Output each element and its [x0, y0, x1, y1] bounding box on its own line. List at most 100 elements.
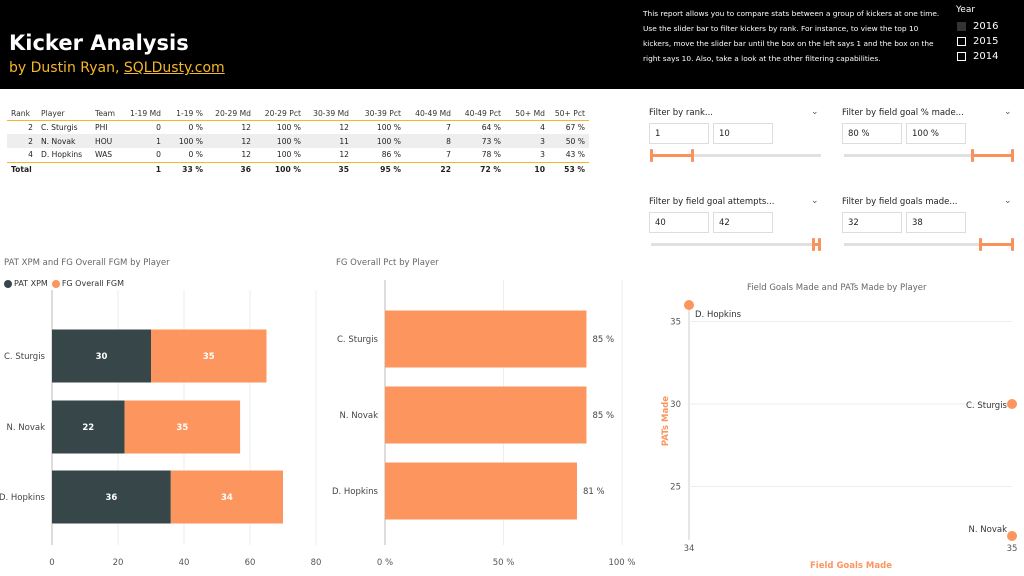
col-20-29-pct[interactable]: 20-29 Pct: [255, 107, 305, 121]
cell: 7: [446, 122, 451, 132]
cell: 67 %: [565, 122, 585, 132]
chart3-x-axis-title: Field Goals Made: [810, 561, 892, 571]
rank-slider-max-handle[interactable]: [690, 149, 694, 162]
year-label-2015: 2015: [973, 36, 999, 47]
cell: 86 %: [381, 150, 401, 160]
col-30-39-pct[interactable]: 30-39 Pct: [353, 107, 405, 121]
rank-min-input[interactable]: 1: [649, 123, 709, 144]
attempts-max-input[interactable]: 42: [713, 212, 773, 233]
col-1-19-md[interactable]: 1-19 Md: [123, 107, 165, 121]
col-30-39-md[interactable]: 30-39 Md: [305, 107, 353, 121]
table-total-row: Total 1 33 % 36 100 % 35 95 % 22 72 % 10…: [7, 161, 589, 176]
rank-max-input[interactable]: 10: [713, 123, 773, 144]
legend-dot-fgm: [51, 279, 60, 288]
chart3-title: Field Goals Made and PATs Made by Player: [747, 283, 927, 293]
col-40-49-md[interactable]: 40-49 Md: [405, 107, 455, 121]
chart3-xtick: 34: [684, 544, 695, 554]
made-slider-min-handle[interactable]: [979, 238, 982, 251]
chart1-bar-pat: [52, 329, 151, 383]
made-min-input[interactable]: 32: [842, 212, 902, 233]
checkbox-2015[interactable]: [957, 37, 966, 46]
chart2-category-label: C. Sturgis: [337, 335, 379, 345]
col-player[interactable]: Player: [37, 107, 91, 121]
made-max-input[interactable]: 38: [906, 212, 966, 233]
cell: 0 %: [188, 122, 203, 132]
year-option-2014[interactable]: 2014: [957, 51, 998, 62]
chevron-down-icon[interactable]: ⌄: [1004, 107, 1012, 117]
attempts-min-input[interactable]: 40: [649, 212, 709, 233]
chevron-down-icon[interactable]: ⌄: [811, 107, 819, 117]
fg-pct-max-input[interactable]: 100 %: [906, 123, 966, 144]
col-1-19-pct[interactable]: 1-19 %: [165, 107, 207, 121]
made-slicer-title: Filter by field goals made...: [842, 197, 958, 207]
cell: 4: [540, 122, 545, 132]
chart2-data-label: 81 %: [583, 487, 605, 497]
chart3-ytick: 30: [670, 400, 681, 410]
table-row[interactable]: 4 D. Hopkins WAS 0 0 % 12 100 % 12 86 % …: [7, 148, 589, 162]
chart1-xtick: 40: [179, 558, 190, 568]
made-slider-track: [844, 243, 1014, 246]
cell: 2: [7, 134, 37, 148]
chart3-ytick: 25: [670, 483, 681, 493]
rank-slider-range: [651, 154, 694, 157]
chart1-bar-fgm: [124, 400, 241, 454]
year-slicer-title: Year: [956, 5, 976, 15]
chevron-down-icon[interactable]: ⌄: [1004, 196, 1012, 206]
table-header-row: Rank Player Team 1-19 Md 1-19 % 20-29 Md…: [7, 107, 589, 121]
cell: [91, 161, 123, 176]
report-header: Kicker Analysis by Dustin Ryan, SQLDusty…: [0, 0, 1024, 89]
chart3-point: [1007, 531, 1017, 541]
year-label-2016: 2016: [973, 21, 999, 32]
fg-pct-min-input[interactable]: 80 %: [842, 123, 902, 144]
chart2-xtick: 50 %: [493, 558, 515, 568]
cell: 11: [305, 134, 353, 148]
cell: 8: [405, 134, 455, 148]
chart3-point: [1007, 399, 1017, 409]
byline-author: by Dustin Ryan,: [9, 60, 120, 76]
legend-dot-pat: [4, 279, 12, 288]
cell: 1: [123, 161, 165, 176]
chart1-category-label: D. Hopkins: [0, 493, 46, 503]
fg-pct-slider-range: [971, 154, 1014, 157]
col-team[interactable]: Team: [91, 107, 123, 121]
chevron-down-icon[interactable]: ⌄: [811, 196, 819, 206]
chart2-data-label: 85 %: [592, 335, 614, 345]
cell: 100 %: [165, 134, 207, 148]
chart1-xtick: 60: [245, 558, 256, 568]
rank-slider-min-handle[interactable]: [650, 149, 653, 162]
chart1-xtick: 20: [113, 558, 124, 568]
chart3-xtick: 35: [1007, 544, 1018, 554]
table-row[interactable]: 2 N. Novak HOU 1 100 % 12 100 % 11 100 %…: [7, 134, 589, 148]
col-50-pct[interactable]: 50+ Pct: [549, 107, 589, 121]
attempts-slider-min-handle[interactable]: [811, 238, 815, 251]
fg-pct-slicer-title: Filter by field goal % made...: [842, 108, 964, 118]
attempts-slider-max-handle[interactable]: [818, 238, 821, 251]
cell: 12: [207, 134, 255, 148]
fg-pct-slider-max-handle[interactable]: [1011, 149, 1014, 162]
chart1-data-label: 34: [221, 493, 233, 503]
chart1-bar-fgm: [170, 470, 283, 524]
made-slider-max-handle[interactable]: [1011, 238, 1014, 251]
year-option-2015[interactable]: 2015: [957, 36, 998, 47]
legend-label-fgm[interactable]: FG Overall FGM: [61, 279, 124, 288]
cell: 0: [156, 122, 161, 132]
legend-label-pat[interactable]: PAT XPM: [14, 279, 48, 288]
made-slider-range: [980, 243, 1014, 246]
col-50-md[interactable]: 50+ Md: [505, 107, 549, 121]
col-20-29-md[interactable]: 20-29 Md: [207, 107, 255, 121]
chart2-xtick: 100 %: [608, 558, 635, 568]
byline-link[interactable]: SQLDusty.com: [123, 60, 225, 76]
col-rank[interactable]: Rank: [7, 107, 37, 121]
chart3-point: [684, 300, 694, 310]
cell: 12: [339, 122, 349, 132]
year-option-2016[interactable]: 2016: [957, 21, 998, 32]
checkbox-2016[interactable]: [957, 22, 966, 31]
table-row[interactable]: 2 C. Sturgis PHI 0 0 % 12 100 % 12 100 %…: [7, 120, 589, 134]
chart3-y-axis-title: PATs Made: [661, 396, 671, 446]
fg-pct-slider-min-handle[interactable]: [970, 149, 974, 162]
cell: 100 %: [353, 134, 405, 148]
checkbox-2014[interactable]: [957, 52, 966, 61]
col-40-49-pct[interactable]: 40-49 Pct: [455, 107, 505, 121]
cell: 53 %: [549, 161, 589, 176]
